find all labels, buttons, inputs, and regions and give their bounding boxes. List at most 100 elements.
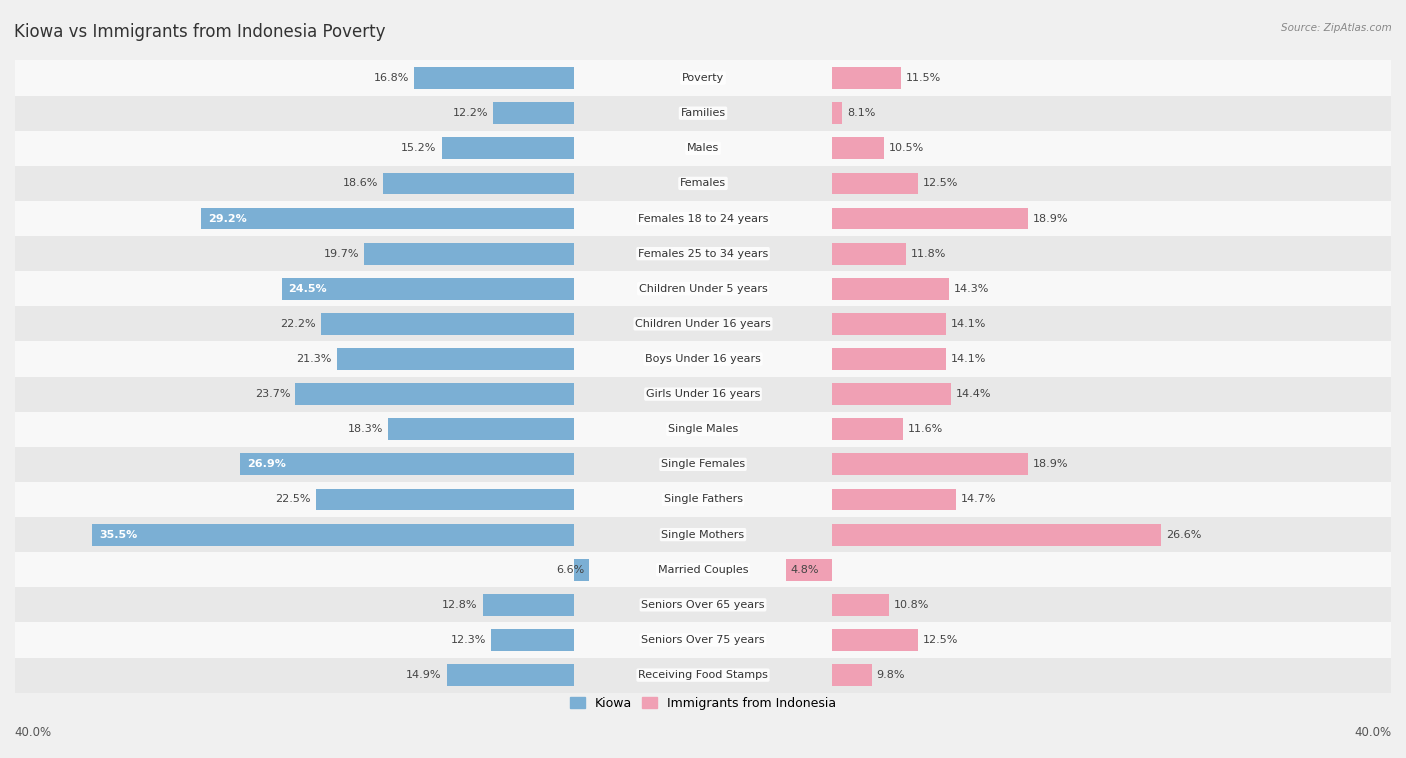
Text: 26.9%: 26.9% — [247, 459, 285, 469]
Text: 16.8%: 16.8% — [374, 73, 409, 83]
Text: Children Under 5 years: Children Under 5 years — [638, 283, 768, 294]
Bar — [832, 243, 905, 265]
Bar — [15, 622, 1391, 657]
Bar — [832, 453, 1028, 475]
Text: Poverty: Poverty — [682, 73, 724, 83]
Bar — [832, 629, 918, 651]
Bar — [15, 377, 1391, 412]
Text: Kiowa vs Immigrants from Indonesia Poverty: Kiowa vs Immigrants from Indonesia Pover… — [14, 23, 385, 41]
Text: 14.4%: 14.4% — [956, 389, 991, 399]
Bar — [832, 418, 903, 440]
Bar — [321, 313, 574, 335]
Bar — [832, 278, 949, 299]
Text: 14.7%: 14.7% — [960, 494, 997, 505]
Text: 18.9%: 18.9% — [1033, 459, 1069, 469]
Text: 12.8%: 12.8% — [441, 600, 478, 610]
Text: 11.8%: 11.8% — [911, 249, 946, 258]
Bar — [15, 552, 1391, 587]
Text: 29.2%: 29.2% — [208, 214, 246, 224]
Text: 11.5%: 11.5% — [905, 73, 941, 83]
Bar — [15, 587, 1391, 622]
Bar — [295, 384, 574, 405]
Text: 21.3%: 21.3% — [297, 354, 332, 364]
Bar — [201, 208, 574, 230]
Text: Girls Under 16 years: Girls Under 16 years — [645, 389, 761, 399]
Text: 14.1%: 14.1% — [950, 354, 986, 364]
Text: 6.6%: 6.6% — [555, 565, 585, 575]
Bar — [832, 524, 1160, 546]
Text: 12.5%: 12.5% — [924, 178, 959, 189]
Bar — [93, 524, 574, 546]
Text: 4.8%: 4.8% — [790, 565, 820, 575]
Bar — [388, 418, 574, 440]
Bar — [15, 61, 1391, 96]
Text: Boys Under 16 years: Boys Under 16 years — [645, 354, 761, 364]
Bar — [832, 173, 918, 194]
Text: 18.9%: 18.9% — [1033, 214, 1069, 224]
Text: 12.2%: 12.2% — [453, 108, 488, 118]
Text: 12.5%: 12.5% — [924, 635, 959, 645]
Bar — [786, 559, 832, 581]
Text: 24.5%: 24.5% — [288, 283, 328, 294]
Bar — [482, 594, 574, 615]
Bar — [15, 96, 1391, 130]
Text: 40.0%: 40.0% — [1355, 726, 1392, 739]
Text: Source: ZipAtlas.com: Source: ZipAtlas.com — [1281, 23, 1392, 33]
Bar — [832, 664, 872, 686]
Text: 19.7%: 19.7% — [323, 249, 359, 258]
Bar — [15, 130, 1391, 166]
Bar — [832, 137, 883, 159]
Bar — [336, 348, 574, 370]
Text: Females: Females — [681, 178, 725, 189]
Text: 18.6%: 18.6% — [343, 178, 378, 189]
Text: 40.0%: 40.0% — [14, 726, 51, 739]
Text: Females 18 to 24 years: Females 18 to 24 years — [638, 214, 768, 224]
Text: 10.5%: 10.5% — [889, 143, 924, 153]
Text: Females 25 to 34 years: Females 25 to 34 years — [638, 249, 768, 258]
Text: Single Fathers: Single Fathers — [664, 494, 742, 505]
Bar — [441, 137, 574, 159]
Bar — [832, 102, 842, 124]
Bar — [15, 517, 1391, 552]
Bar — [832, 489, 956, 510]
Text: Single Mothers: Single Mothers — [661, 530, 745, 540]
Bar — [15, 482, 1391, 517]
Text: 15.2%: 15.2% — [401, 143, 436, 153]
Bar — [15, 166, 1391, 201]
Bar — [15, 306, 1391, 341]
Bar — [15, 236, 1391, 271]
Bar — [832, 348, 945, 370]
Text: 11.6%: 11.6% — [908, 424, 943, 434]
Text: 10.8%: 10.8% — [894, 600, 929, 610]
Bar — [413, 67, 574, 89]
Bar — [15, 341, 1391, 377]
Bar — [316, 489, 574, 510]
Text: Single Females: Single Females — [661, 459, 745, 469]
Text: Families: Families — [681, 108, 725, 118]
Text: 22.2%: 22.2% — [280, 319, 316, 329]
Text: 26.6%: 26.6% — [1166, 530, 1201, 540]
Bar — [832, 594, 889, 615]
Text: 14.3%: 14.3% — [955, 283, 990, 294]
Text: Seniors Over 75 years: Seniors Over 75 years — [641, 635, 765, 645]
Bar — [15, 446, 1391, 482]
Text: 8.1%: 8.1% — [848, 108, 876, 118]
Bar — [15, 271, 1391, 306]
Bar — [15, 412, 1391, 446]
Bar — [832, 384, 950, 405]
Bar — [15, 201, 1391, 236]
Bar — [832, 208, 1028, 230]
Bar — [832, 313, 945, 335]
Text: 12.3%: 12.3% — [451, 635, 486, 645]
Bar — [574, 559, 589, 581]
Text: Males: Males — [688, 143, 718, 153]
Text: Married Couples: Married Couples — [658, 565, 748, 575]
Text: 14.9%: 14.9% — [406, 670, 441, 680]
Legend: Kiowa, Immigrants from Indonesia: Kiowa, Immigrants from Indonesia — [565, 692, 841, 715]
Text: 23.7%: 23.7% — [254, 389, 290, 399]
Bar — [494, 102, 574, 124]
Text: 14.1%: 14.1% — [950, 319, 986, 329]
Text: Seniors Over 65 years: Seniors Over 65 years — [641, 600, 765, 610]
Bar — [447, 664, 574, 686]
Bar — [240, 453, 574, 475]
